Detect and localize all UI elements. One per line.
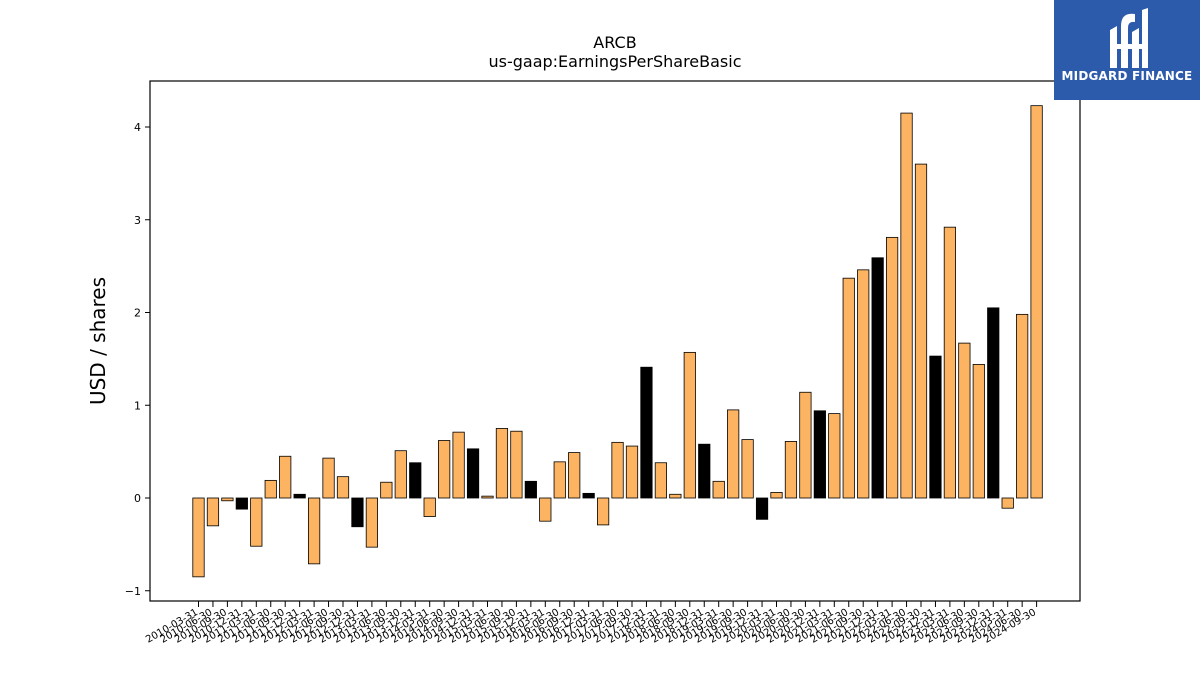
logo-mark-icon <box>1110 8 1148 68</box>
bar-2015-06-30 <box>495 428 509 499</box>
bar-2020-03-31 <box>770 492 783 499</box>
bar-2017-12-31 <box>640 366 653 499</box>
bar-2012-09-30 <box>336 476 350 499</box>
bar-2014-06-30 <box>438 440 451 499</box>
bar-2022-09-30 <box>914 163 928 499</box>
bar-2020-06-30 <box>784 441 798 499</box>
plot-frame <box>149 80 1081 602</box>
bar-2022-12-31 <box>929 355 942 499</box>
bar-2023-03-31 <box>943 226 957 499</box>
bars-group <box>192 105 1043 578</box>
bar-2015-03-31 <box>481 495 494 499</box>
bar-2024-06-30 <box>1016 313 1029 499</box>
bar-2010-12-31 <box>235 497 248 510</box>
midgard-finance-logo: MIDGARD FINANCE <box>1054 0 1200 100</box>
bar-2022-03-31 <box>886 236 899 499</box>
chart-title: ARCB <box>593 33 637 52</box>
bar-2013-09-30 <box>394 450 407 499</box>
bar-2024-03-31 <box>1001 497 1014 509</box>
bar-2019-12-31 <box>755 497 769 520</box>
bar-2013-03-31 <box>365 497 379 548</box>
bar-2020-09-30 <box>799 391 812 499</box>
bar-2011-12-31 <box>293 493 306 499</box>
bar-2019-06-30 <box>727 409 740 499</box>
bar-2021-06-30 <box>842 277 855 499</box>
bar-2023-09-30 <box>972 364 985 499</box>
bar-2023-06-30 <box>958 342 971 499</box>
bar-2017-06-30 <box>611 441 624 499</box>
bar-2016-03-31 <box>539 497 552 522</box>
bar-2024-09-30 <box>1030 105 1043 499</box>
bar-2019-09-30 <box>741 439 754 499</box>
bar-2018-03-31 <box>654 462 668 499</box>
bar-2010-03-31 <box>192 497 205 578</box>
logo-text: MIDGARD FINANCE <box>1061 69 1193 83</box>
bar-2013-12-31 <box>409 462 422 499</box>
bar-2016-12-31 <box>582 492 595 499</box>
y-tick-label: 1 <box>134 399 141 412</box>
bar-2010-06-30 <box>206 497 220 527</box>
bar-2015-09-30 <box>510 430 523 499</box>
bar-2021-03-31 <box>828 413 841 499</box>
bar-2014-03-31 <box>423 497 436 517</box>
chart-subtitle: us-gaap:EarningsPerShareBasic <box>488 52 742 71</box>
y-tick-label: 2 <box>134 307 141 320</box>
bar-2016-06-30 <box>553 461 566 499</box>
bar-2013-06-30 <box>380 481 393 499</box>
bar-2018-12-31 <box>698 443 711 499</box>
bar-2017-09-30 <box>625 445 639 499</box>
bar-2010-09-30 <box>221 497 234 502</box>
bar-2012-03-31 <box>307 497 321 565</box>
y-axis: −1 0 1 2 3 4 <box>125 121 150 598</box>
bar-2012-06-30 <box>322 457 335 499</box>
y-axis-label: USD / shares <box>86 276 110 406</box>
bar-2015-12-31 <box>524 480 537 499</box>
bar-2014-09-30 <box>452 431 465 499</box>
bar-2021-12-31 <box>871 257 884 499</box>
bar-2017-03-31 <box>597 497 610 526</box>
bar-2011-09-30 <box>279 455 292 499</box>
bar-2018-06-30 <box>669 493 682 499</box>
bar-2019-03-31 <box>712 480 725 499</box>
bar-2021-09-30 <box>857 269 870 499</box>
bar-2022-06-30 <box>900 112 913 499</box>
y-tick-label: 0 <box>134 492 141 505</box>
y-tick-label: −1 <box>125 585 141 598</box>
bar-2020-12-31 <box>813 410 826 499</box>
bar-2012-12-31 <box>351 497 364 528</box>
bar-2011-03-31 <box>250 497 263 547</box>
x-axis: 2010-03-312010-06-302010-09-302010-12-31… <box>144 601 1038 646</box>
y-tick-label: 3 <box>134 214 141 227</box>
bar-2018-09-30 <box>683 351 696 499</box>
bar-2011-06-30 <box>264 479 277 499</box>
bar-2014-12-31 <box>466 448 480 499</box>
bar-2016-09-30 <box>568 452 581 499</box>
bar-2023-12-31 <box>987 307 1000 499</box>
y-tick-label: 4 <box>134 121 141 134</box>
